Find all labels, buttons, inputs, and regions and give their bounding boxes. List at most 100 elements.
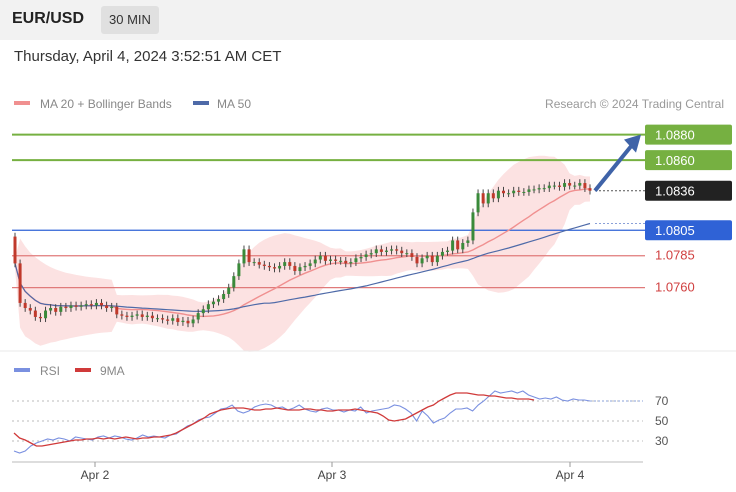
candle-body xyxy=(410,253,414,258)
candle xyxy=(547,181,551,192)
candle xyxy=(278,262,282,273)
candle xyxy=(69,301,73,312)
candle-body xyxy=(405,253,409,255)
candle xyxy=(486,189,490,208)
level-label-1-0785: 1.0785 xyxy=(655,248,695,263)
legend-swatch-ma20 xyxy=(14,101,30,105)
candle-body xyxy=(588,188,592,191)
candle-body xyxy=(425,255,429,259)
candle-body xyxy=(262,264,266,266)
candle-body xyxy=(191,319,195,324)
candle xyxy=(94,299,98,310)
candle-body xyxy=(379,249,383,252)
candle xyxy=(140,310,144,321)
candle xyxy=(135,310,139,320)
candle xyxy=(491,189,495,203)
candle xyxy=(466,236,470,247)
candle-body xyxy=(33,310,37,317)
candle xyxy=(318,251,322,264)
level-label-1-0805: 1.0805 xyxy=(655,223,695,238)
candle-body xyxy=(313,259,317,264)
candle xyxy=(54,304,58,316)
candle xyxy=(359,253,363,263)
candle xyxy=(552,181,556,190)
candle xyxy=(451,236,455,255)
candle xyxy=(578,179,582,190)
candle-body xyxy=(430,255,434,263)
candle-body xyxy=(288,262,292,266)
candle xyxy=(100,299,104,310)
timeframe-button[interactable]: 30 MIN xyxy=(101,6,159,34)
candle xyxy=(435,251,439,266)
candle-body xyxy=(323,255,327,261)
candle xyxy=(349,258,353,268)
candle-body xyxy=(64,306,68,309)
candle xyxy=(573,181,577,190)
candle xyxy=(18,259,22,307)
candle-body xyxy=(115,306,119,315)
level-label-1-0836-bg xyxy=(645,180,732,201)
candle xyxy=(130,311,134,321)
candle-body xyxy=(400,250,404,254)
candle xyxy=(125,311,129,321)
candle xyxy=(105,301,109,312)
candle-body xyxy=(578,183,582,186)
candle-body xyxy=(359,257,363,259)
candle-body xyxy=(374,249,378,254)
rsi-tick-30: 30 xyxy=(655,434,669,448)
level-label-1-0836: 1.0836 xyxy=(655,184,695,199)
rsi-tick-70: 70 xyxy=(655,394,669,408)
candle-body xyxy=(440,251,444,256)
candle xyxy=(354,254,358,266)
price-legend: MA 20 + Bollinger Bands MA 50 xyxy=(14,97,251,111)
candle-body xyxy=(222,293,226,300)
candle xyxy=(166,315,170,325)
rsi-line xyxy=(13,390,591,454)
candle-body xyxy=(364,254,368,258)
candle-body xyxy=(395,249,399,251)
level-label-1-0880: 1.0880 xyxy=(655,128,695,143)
candle-body xyxy=(476,193,480,213)
level-label-1-0760: 1.0760 xyxy=(655,280,695,295)
legend-swatch-ma50 xyxy=(193,101,209,105)
candle xyxy=(507,189,511,198)
candle xyxy=(217,295,221,306)
candle-body xyxy=(557,185,561,187)
bollinger-band xyxy=(15,155,590,352)
candle xyxy=(496,186,500,203)
candle xyxy=(273,263,277,273)
candle xyxy=(369,249,373,259)
rsi-tick-50: 50 xyxy=(655,414,669,428)
candle xyxy=(588,184,592,195)
candle-body xyxy=(344,260,348,264)
candle-body xyxy=(125,315,129,317)
candle-body xyxy=(583,183,587,189)
candle xyxy=(176,314,180,326)
candle xyxy=(181,316,185,326)
candle xyxy=(74,301,78,311)
candle xyxy=(155,314,159,323)
datetime-label: Thursday, April 4, 2024 3:52:51 AM CET xyxy=(14,48,282,65)
candle xyxy=(44,306,48,323)
candle-body xyxy=(155,318,159,320)
candle xyxy=(257,258,261,269)
candle xyxy=(59,302,63,316)
candle-body xyxy=(501,190,505,194)
candle xyxy=(84,300,88,310)
candle-body xyxy=(252,262,256,264)
legend-label-ma50: MA 50 xyxy=(217,97,251,111)
candle-body xyxy=(18,263,22,303)
candle-body xyxy=(527,189,531,192)
candle-body xyxy=(110,306,114,309)
candle-body xyxy=(451,240,455,251)
candle-body xyxy=(232,276,236,288)
candle xyxy=(120,310,124,320)
candle-body xyxy=(517,190,521,192)
candle-body xyxy=(308,263,312,266)
candle-body xyxy=(461,242,465,250)
candle-body xyxy=(130,315,134,317)
candle xyxy=(430,251,434,266)
candle-body xyxy=(303,265,307,268)
candle-body xyxy=(211,301,215,305)
rsi-ma-line xyxy=(13,392,535,447)
